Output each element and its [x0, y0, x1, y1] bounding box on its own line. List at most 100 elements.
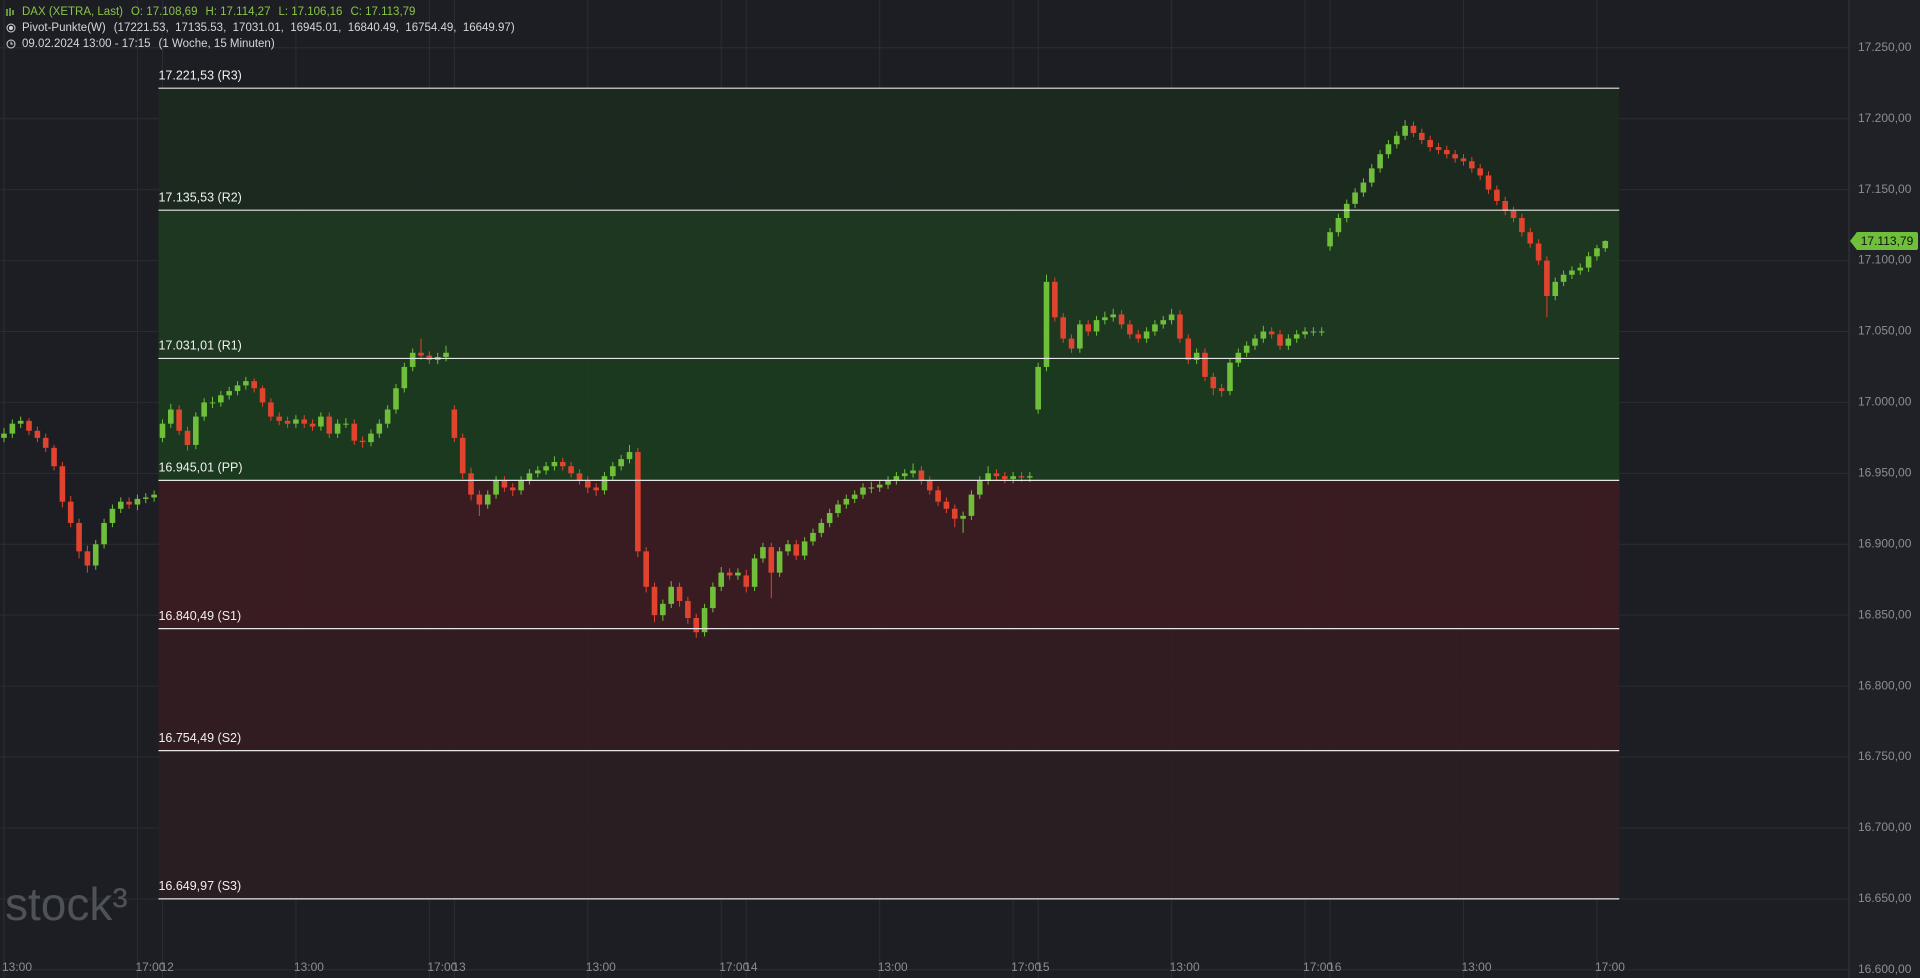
candle-body — [1393, 135, 1400, 145]
candle-body — [635, 452, 641, 552]
candle-body — [618, 459, 624, 467]
x-tick-label: 13:00 — [1462, 960, 1492, 974]
candle-body — [559, 461, 566, 467]
candle-body — [234, 385, 241, 392]
candle-body — [760, 547, 766, 559]
x-tick-label: 13:00 — [878, 960, 908, 974]
candle-body — [768, 547, 775, 573]
candle-body — [1027, 476, 1033, 478]
candle-body — [1444, 149, 1450, 155]
candle-body — [526, 473, 533, 481]
indicator-icon — [6, 23, 16, 33]
candle-body — [1002, 476, 1008, 480]
candle-body — [843, 498, 850, 505]
candle-body — [793, 544, 800, 556]
y-tick-label: 16.800,00 — [1858, 678, 1912, 692]
candle-body — [568, 466, 574, 474]
x-tick-label: 13:00 — [2, 960, 32, 974]
candle-body — [593, 487, 599, 491]
candle-body — [534, 470, 541, 474]
instrument-row: DAX (XETRA, Last) O: 17.108,69 H: 17.114… — [6, 4, 523, 20]
candle-body — [1585, 256, 1592, 268]
candle-body — [1110, 314, 1117, 318]
ohlc-low: L: 17.106,16 — [278, 6, 343, 18]
candle-body — [1052, 281, 1058, 318]
candle-body — [1402, 125, 1408, 136]
candle-body — [1494, 189, 1500, 201]
range-row: 09.02.2024 13:00 - 17:15 (1 Woche, 15 Mi… — [6, 36, 523, 52]
candle-body — [676, 586, 683, 601]
y-tick-label: 17.150,00 — [1858, 182, 1912, 196]
legend-header: DAX (XETRA, Last) O: 17.108,69 H: 17.114… — [6, 4, 523, 52]
candle-body — [226, 391, 232, 396]
instrument-icon — [6, 8, 14, 16]
pivot-label: 17.135,53 (R2) — [158, 190, 241, 204]
candle-body — [1210, 376, 1217, 389]
candle-body — [826, 513, 833, 523]
candle-body — [893, 476, 900, 481]
candle-body — [509, 487, 516, 491]
candle-body — [1577, 267, 1584, 271]
candle-body — [259, 388, 266, 403]
candle-body — [1043, 281, 1050, 367]
candle-body — [293, 419, 299, 424]
candle-body — [710, 586, 716, 609]
ohlc-high: H: 17.114,27 — [205, 6, 271, 18]
candle-body — [1318, 331, 1325, 333]
y-tick-label: 16.700,00 — [1858, 820, 1912, 834]
clock-icon — [6, 39, 16, 49]
candle-body — [885, 480, 891, 485]
candle-body — [1143, 331, 1150, 339]
candle-body — [1010, 476, 1016, 480]
candle-body — [84, 551, 91, 566]
candle-body — [1152, 324, 1158, 332]
candle-body — [835, 504, 841, 514]
candle-body — [343, 423, 349, 425]
candle-body — [651, 586, 658, 616]
candle-body — [243, 381, 249, 386]
candle-body — [76, 522, 82, 552]
candle-body — [1535, 243, 1542, 261]
candle-body — [801, 541, 808, 556]
time-range: 09.02.2024 13:00 - 17:15 — [22, 38, 151, 50]
candle-body — [735, 572, 741, 576]
y-tick-label: 16.750,00 — [1858, 749, 1912, 763]
candle-body — [1277, 334, 1283, 346]
candle-body — [476, 494, 483, 505]
candle-body — [92, 544, 99, 566]
candle-body — [1560, 274, 1567, 282]
pivot-label: 16.754,49 (S2) — [158, 731, 241, 745]
candle-body — [376, 423, 383, 434]
candle-body — [1368, 168, 1375, 183]
pivot-zone — [158, 480, 1620, 629]
y-tick-label: 16.950,00 — [1858, 465, 1912, 479]
candle-body — [1552, 281, 1559, 297]
candle-body — [276, 416, 283, 421]
candle-body — [1510, 210, 1517, 219]
candle-body — [409, 352, 416, 367]
candle-body — [301, 419, 308, 424]
candle-body — [726, 572, 733, 576]
pivot-label: 17.221,53 (R3) — [158, 68, 241, 82]
pivot-zone — [158, 210, 1620, 359]
candle-body — [1285, 338, 1292, 346]
y-tick-label: 17.100,00 — [1858, 253, 1912, 267]
candle-body — [51, 447, 57, 467]
instrument: DAX (XETRA, Last) — [22, 6, 123, 18]
y-tick-label: 17.050,00 — [1858, 324, 1912, 338]
indicator-name: Pivot-Punkte(W) — [22, 22, 106, 34]
candle-body — [1527, 232, 1534, 244]
candle-body — [576, 473, 583, 481]
watermark: stock³ — [5, 878, 128, 930]
candle-body — [426, 355, 433, 360]
candle-body — [918, 470, 925, 481]
candle-body — [1435, 147, 1442, 150]
candle-body — [1160, 320, 1167, 325]
candle-body — [960, 515, 966, 519]
candle-body — [1227, 362, 1233, 392]
candle-body — [501, 480, 508, 488]
candle-body — [1068, 338, 1075, 349]
candle-body — [101, 522, 107, 545]
candle-body — [1268, 331, 1275, 335]
